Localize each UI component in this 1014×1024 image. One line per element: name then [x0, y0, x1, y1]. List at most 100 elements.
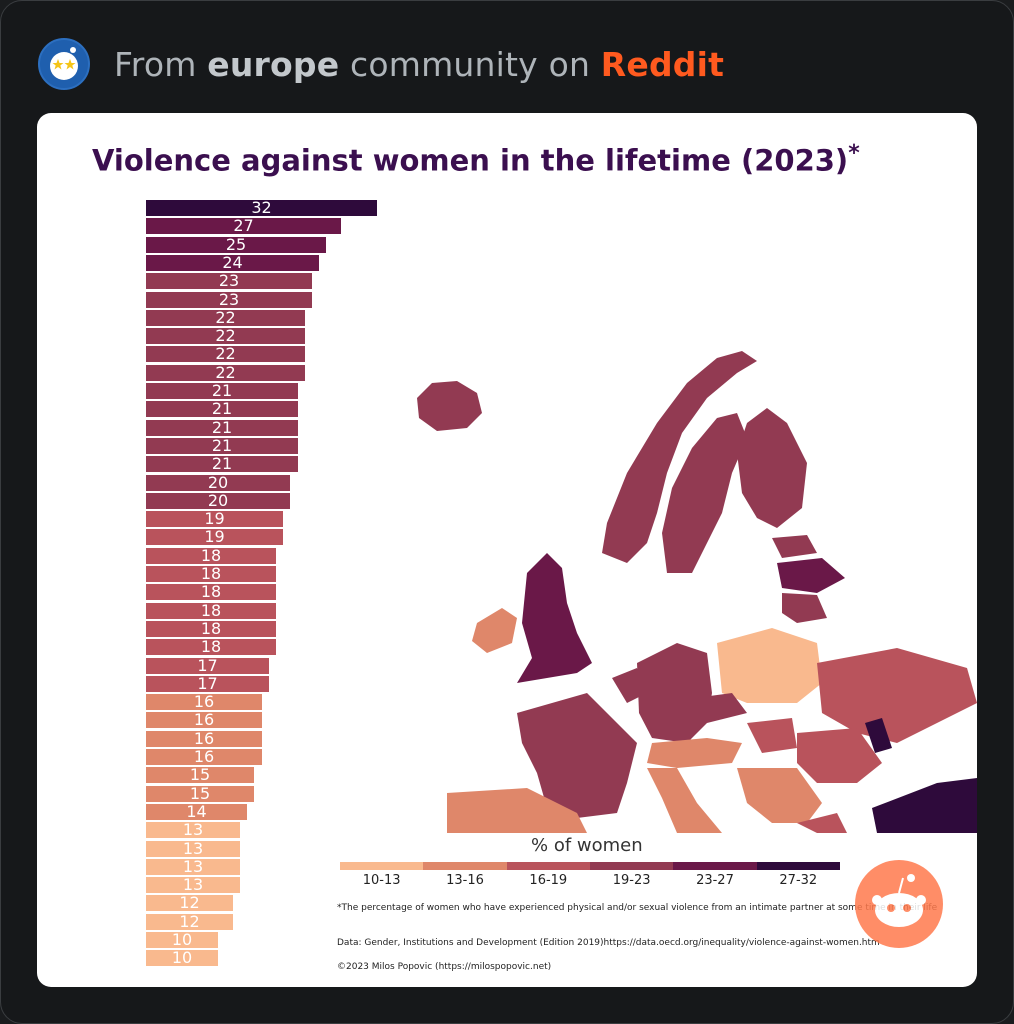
data-source: Data: Gender, Institutions and Developme…	[337, 938, 880, 948]
bar: 10	[146, 948, 218, 967]
map-region-balkans	[737, 768, 822, 823]
bar-value-label: 23	[218, 271, 240, 291]
bar: 24	[146, 252, 319, 272]
bar-value-label: 13	[182, 856, 204, 876]
map-region-lithuania	[782, 593, 827, 623]
bar: 22	[146, 344, 305, 364]
bar-value-label: 22	[215, 362, 236, 382]
map-region-greece	[797, 813, 847, 833]
bar: 21	[146, 454, 298, 473]
source-middle: community on	[350, 44, 591, 84]
bar: 20	[146, 490, 290, 510]
bar-value-label: 16	[193, 692, 215, 712]
chart-card: Violence against women in the lifetime (…	[37, 113, 977, 987]
bar-value-label: 17	[197, 655, 218, 675]
bar-value-label: 25	[225, 234, 247, 254]
bar: 17	[146, 655, 269, 675]
bar-value-label: 18	[200, 582, 222, 602]
bar: 18	[146, 637, 276, 657]
bar: 18	[146, 564, 276, 583]
bar: 21	[146, 436, 298, 455]
bar-value-label: 18	[200, 545, 222, 565]
map-region-hungary	[747, 718, 797, 753]
bar-value-label: 18	[200, 564, 222, 583]
map-region-sweden	[662, 413, 747, 573]
bar-value-label: 13	[182, 838, 204, 858]
bar: 15	[146, 765, 254, 785]
bar: 13	[146, 820, 240, 840]
chart-title-text: Violence against women in the lifetime (…	[92, 143, 849, 178]
bar-value-label: 16	[193, 710, 215, 730]
community-avatar[interactable]	[38, 38, 90, 90]
bar-value-label: 22	[215, 326, 236, 346]
chart-title-mark: *	[848, 141, 860, 166]
bar: 14	[146, 801, 247, 821]
bar-value-label: 19	[204, 527, 225, 547]
map-region-estonia	[772, 535, 817, 558]
bar: 18	[146, 545, 276, 565]
post-source-line: From europe community on Reddit	[114, 45, 724, 84]
bar-value-label: 13	[182, 875, 204, 895]
bar: 16	[146, 747, 262, 766]
bar: 20	[146, 473, 290, 492]
bar-value-label: 20	[207, 490, 229, 510]
bar: 21	[146, 418, 298, 437]
map-region-iceland	[417, 381, 482, 431]
bar: 21	[146, 399, 298, 419]
legend-label: 16-19	[529, 873, 568, 888]
bar: 18	[146, 582, 276, 602]
legend-swatch	[589, 862, 674, 870]
bar-value-label: 14	[186, 801, 207, 821]
bar: 13	[146, 875, 240, 895]
legend-label: 19-23	[612, 873, 651, 888]
bar-value-label: 22	[215, 344, 236, 364]
map-region-finland	[737, 408, 807, 528]
community-name[interactable]: europe	[207, 44, 340, 84]
bar: 12	[146, 912, 233, 931]
bar: 22	[146, 326, 305, 346]
bar-value-label: 21	[211, 399, 233, 419]
legend-colorbar	[340, 862, 840, 870]
map-region-ireland	[472, 608, 517, 653]
reddit-snoo-watermark	[855, 860, 943, 948]
map-region-italy	[647, 768, 722, 833]
site-name[interactable]: Reddit	[600, 44, 725, 84]
legend-label: 13-16	[446, 873, 484, 888]
bar-value-label: 24	[222, 252, 243, 272]
bar-value-label: 13	[182, 820, 204, 840]
chart-title: Violence against women in the lifetime (…	[92, 141, 860, 178]
legend-label: 27-32	[779, 873, 818, 888]
bar: 22	[146, 308, 305, 327]
bar: 25	[146, 234, 326, 254]
map-region-romania	[797, 728, 882, 783]
map-region-norway	[602, 351, 757, 563]
bar-value-label: 27	[233, 216, 254, 236]
map-region-ukraine	[817, 648, 977, 743]
map-region-germany	[637, 643, 712, 743]
bar: 23	[146, 290, 312, 309]
credit: ©2023 Milos Popovic (https://milospopovi…	[337, 962, 552, 972]
legend-swatch	[506, 862, 590, 870]
bar: 27	[146, 216, 341, 236]
legend-swatch	[673, 862, 757, 870]
bar-value-label: 16	[193, 728, 215, 748]
legend-labels: 10-13 13-16 16-19 19-23 23-27 27-32	[340, 873, 840, 888]
source-prefix: From	[114, 44, 197, 84]
map-region-uk	[517, 553, 592, 683]
bar: 16	[146, 710, 262, 730]
bar-value-label: 18	[200, 637, 222, 657]
community-avatar-icon	[50, 47, 78, 80]
bar-chart: Turkey32Moldova27Latvia25UK24Finland23De…	[37, 113, 437, 987]
bar-value-label: 16	[193, 747, 215, 766]
europe-choropleth-map	[417, 351, 977, 833]
legend-label: 10-13	[362, 873, 401, 888]
bar-value-label: 15	[189, 765, 211, 785]
bar: 10	[146, 930, 218, 949]
post-header: From europe community on Reddit	[38, 38, 724, 90]
bar: 22	[146, 362, 305, 382]
bar: 21	[146, 381, 298, 400]
bar-value-label: 21	[211, 381, 233, 400]
bar: 17	[146, 674, 269, 693]
bar: 13	[146, 856, 240, 876]
map-region-spain	[447, 788, 587, 833]
